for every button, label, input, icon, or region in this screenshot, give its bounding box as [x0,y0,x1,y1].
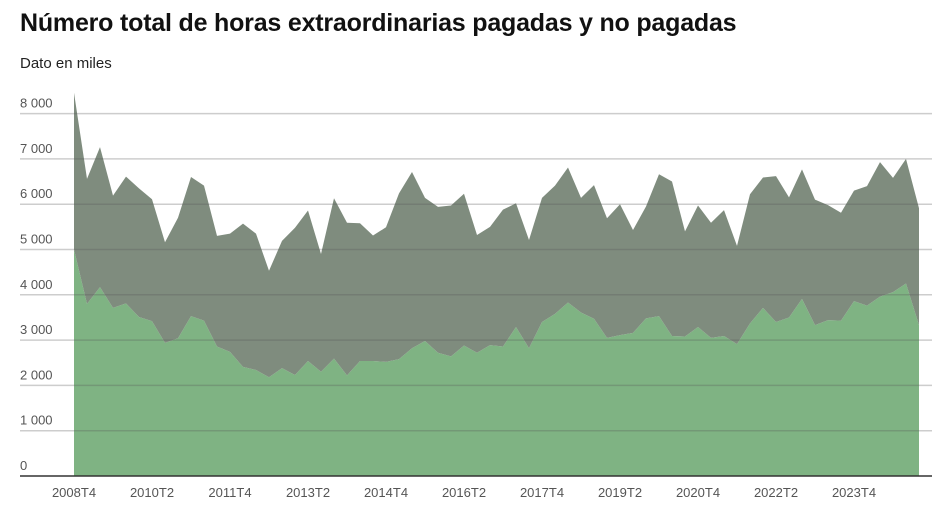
x-tick-label: 2014T4 [364,485,408,500]
x-tick-label: 2010T2 [130,485,174,500]
chart-subtitle: Dato en miles [20,55,112,72]
x-tick-label: 2017T4 [520,485,564,500]
area-series-0 [74,249,919,476]
y-tick-label: 0 [20,458,27,473]
chart-title: Número total de horas extraordinarias pa… [20,9,737,37]
x-tick-label: 2016T2 [442,485,486,500]
y-axis: 0 1 000 2 000 3 000 4 000 5 000 6 000 7 000 8 00… [20,96,53,473]
areas-layer [74,92,919,476]
x-axis: 2008T4 2010T2 2011T4 2013T2 2014T4 2016T2 2017… [52,485,876,500]
area-series-1 [74,92,919,378]
x-tick-label: 2013T2 [286,485,330,500]
x-tick-label: 2011T4 [208,485,251,500]
y-tick-label: 7 000 [20,141,53,156]
y-tick-label: 3 000 [20,322,53,337]
y-tick-label: 6 000 [20,186,53,201]
x-tick-label: 2022T2 [754,485,798,500]
y-tick-label: 5 000 [20,232,53,247]
y-tick-label: 2 000 [20,367,53,382]
x-tick-label: 2019T2 [598,485,642,500]
x-tick-label: 2008T4 [52,485,96,500]
y-tick-label: 8 000 [20,96,53,111]
x-tick-label: 2023T4 [832,485,876,500]
x-tick-label: 2020T4 [676,485,720,500]
y-tick-label: 1 000 [20,413,53,428]
y-tick-label: 4 000 [20,277,53,292]
gridlines [20,112,932,477]
